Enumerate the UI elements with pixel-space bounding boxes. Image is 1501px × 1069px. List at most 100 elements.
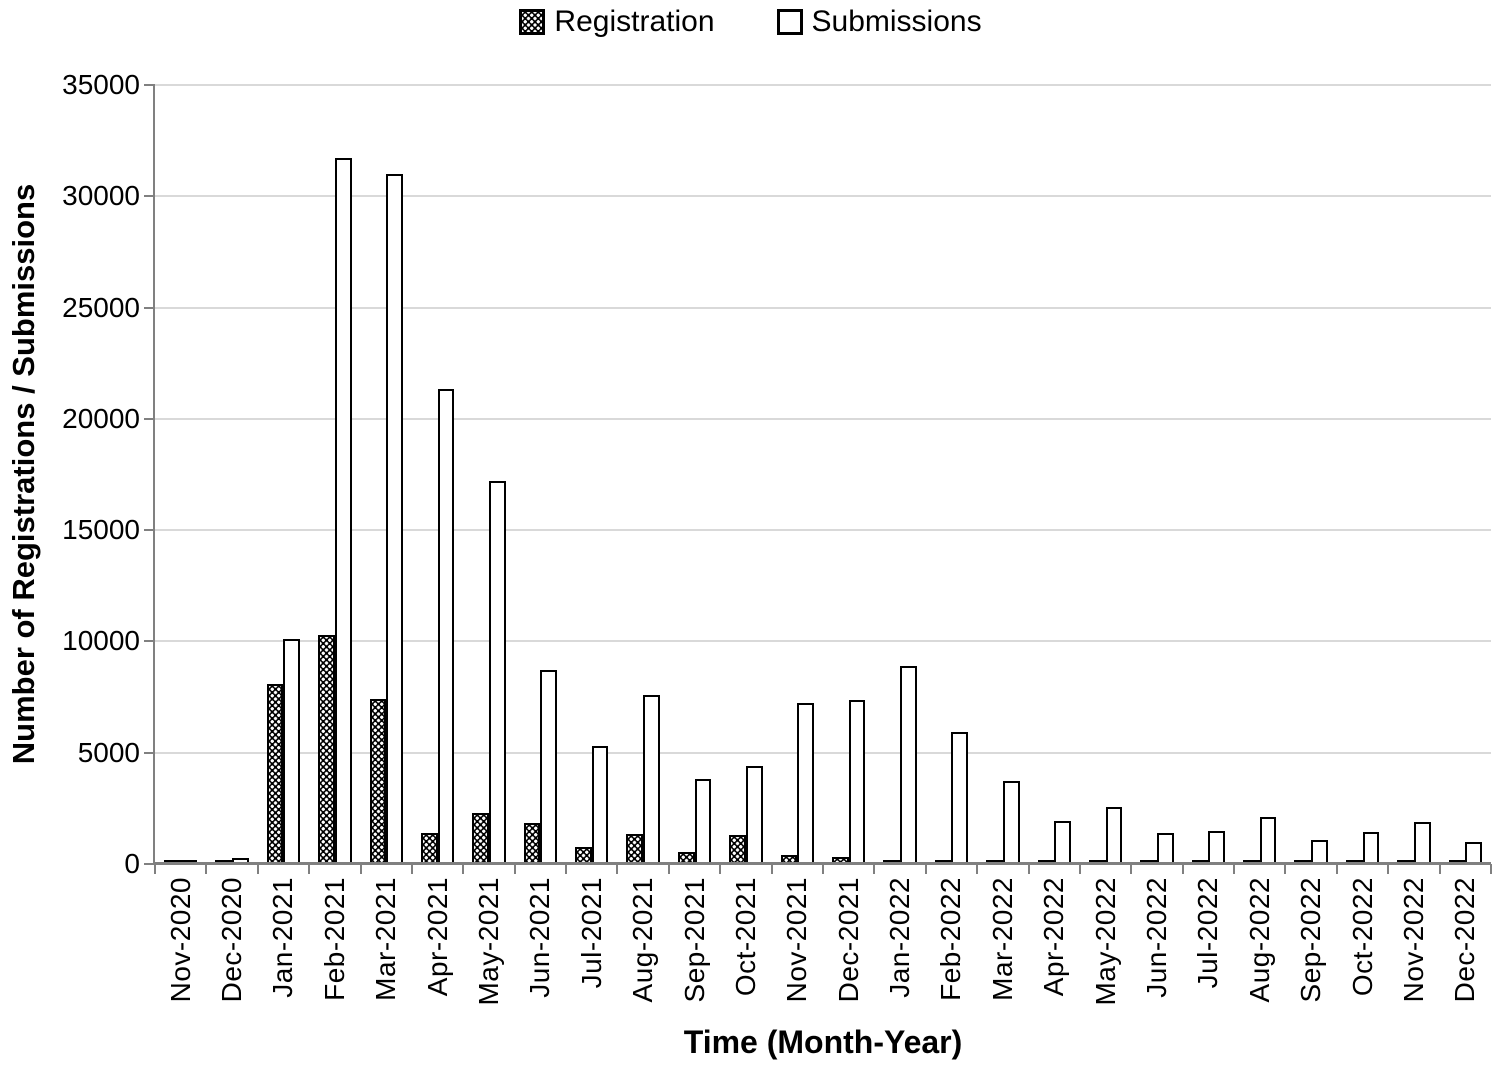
gridline	[155, 640, 1491, 643]
x-tick-label: Dec-2022	[1449, 877, 1481, 1003]
gridline	[155, 84, 1491, 86]
x-tick-label: May-2021	[472, 877, 504, 1006]
x-tick-label-slot: May-2021	[463, 877, 514, 1052]
x-tick-label-slot: Sep-2021	[669, 877, 720, 1052]
bar-submissions	[1157, 832, 1174, 864]
bar-submissions	[1105, 807, 1123, 864]
bar-submissions	[1259, 817, 1277, 864]
x-tick-label: Apr-2022	[1038, 877, 1070, 997]
x-tick-label-slot: Feb-2021	[309, 877, 360, 1052]
y-axis-tick	[144, 417, 153, 420]
x-tick-label-slot: Nov-2021	[772, 877, 823, 1052]
x-tick-label-slot: Mar-2022	[977, 877, 1028, 1052]
bar-registration	[523, 822, 541, 864]
x-tick-label: Jun-2021	[524, 877, 556, 998]
bar-submissions	[591, 746, 609, 864]
bar-submissions	[694, 779, 712, 864]
x-tick-label: Feb-2022	[935, 877, 967, 1001]
x-tick-label: Dec-2020	[216, 877, 248, 1003]
x-axis-tick	[924, 864, 927, 874]
x-axis-tick	[1284, 864, 1287, 874]
x-axis-tick	[873, 864, 876, 874]
bar-submissions	[334, 158, 352, 864]
x-tick-label: Aug-2021	[627, 877, 659, 1003]
bar-submissions	[643, 694, 660, 864]
legend-item-submissions: Submissions	[776, 5, 982, 38]
x-axis-tick	[462, 864, 465, 874]
bar-submissions	[951, 731, 969, 864]
open-square-icon	[776, 9, 803, 35]
x-axis-tick	[513, 864, 516, 874]
bar-registration	[318, 634, 335, 864]
bar-registration	[420, 832, 438, 864]
x-axis-tick	[565, 864, 568, 874]
gridline	[155, 195, 1491, 198]
x-tick-label-slot: Mar-2021	[361, 877, 412, 1052]
bar-submissions	[745, 766, 763, 864]
plot-area	[144, 84, 1492, 874]
y-tick-label: 5000	[77, 736, 140, 768]
bar-submissions	[1002, 780, 1020, 864]
x-axis-tick	[1438, 864, 1441, 874]
x-tick-label-slot: Dec-2020	[206, 877, 257, 1052]
x-tick-label: Jun-2022	[1140, 877, 1172, 998]
x-axis-tick	[359, 864, 362, 874]
x-axis-tick	[1387, 864, 1390, 874]
y-axis-tick	[144, 306, 153, 309]
bar-submissions	[1465, 841, 1482, 864]
y-tick-label: 30000	[62, 180, 140, 212]
legend: Registration Submissions	[0, 0, 1501, 44]
bar-submissions	[900, 665, 917, 864]
bar-registration	[729, 835, 746, 864]
x-tick-label-slot: Oct-2022	[1337, 877, 1388, 1052]
x-tick-label: Aug-2022	[1243, 877, 1275, 1003]
x-axis-tick	[976, 864, 979, 874]
x-tick-label-slot: Dec-2022	[1440, 877, 1491, 1052]
x-tick-label: Nov-2020	[164, 877, 196, 1003]
x-axis-tick	[1078, 864, 1081, 874]
x-tick-label: Oct-2021	[729, 877, 761, 997]
x-axis-line	[153, 862, 1491, 865]
x-axis-tick	[410, 864, 413, 874]
x-axis-tick	[1233, 864, 1236, 874]
x-tick-label: Jan-2022	[884, 877, 916, 998]
x-axis-tick	[1335, 864, 1338, 874]
bar-submissions	[540, 670, 558, 864]
x-axis-tick	[308, 864, 311, 874]
legend-item-registration: Registration	[519, 7, 715, 37]
x-tick-label: Feb-2021	[318, 877, 350, 1001]
x-tick-label-slot: Apr-2022	[1029, 877, 1080, 1052]
x-axis-tick	[1181, 864, 1184, 874]
x-tick-label-slot: Nov-2022	[1388, 877, 1439, 1052]
x-tick-label: Nov-2021	[781, 877, 813, 1003]
y-tick-label: 35000	[62, 69, 140, 100]
x-tick-label: Oct-2022	[1346, 877, 1378, 997]
x-tick-label-slot: Jun-2022	[1131, 877, 1182, 1052]
y-axis-tick	[144, 84, 153, 86]
x-tick-label: Sep-2021	[678, 877, 710, 1003]
y-axis-tick	[144, 195, 153, 198]
gridline	[155, 529, 1491, 532]
legend-label-submissions: Submissions	[811, 5, 982, 38]
x-tick-label: Sep-2022	[1295, 877, 1327, 1003]
x-axis-tick	[616, 864, 619, 874]
x-tick-label-slot: May-2022	[1080, 877, 1131, 1052]
bar-submissions	[386, 174, 403, 864]
gridline	[155, 306, 1491, 309]
y-axis-tick	[144, 751, 153, 754]
x-tick-label-slot: Jul-2021	[566, 877, 617, 1052]
y-tick-label: 25000	[62, 291, 140, 323]
x-tick-label-slot: Jan-2021	[258, 877, 309, 1052]
x-tick-label: Dec-2021	[832, 877, 864, 1003]
bar-submissions	[1311, 839, 1328, 864]
bar-submissions	[797, 702, 814, 864]
x-axis-tick	[256, 864, 259, 874]
bar-submissions	[283, 639, 301, 864]
x-tick-label-slot: Sep-2022	[1285, 877, 1336, 1052]
x-tick-label-slot: Oct-2021	[720, 877, 771, 1052]
x-tick-label-slot: Jul-2022	[1183, 877, 1234, 1052]
gridline	[155, 417, 1491, 420]
y-tick-label: 10000	[62, 625, 140, 657]
bar-submissions	[1208, 830, 1226, 864]
